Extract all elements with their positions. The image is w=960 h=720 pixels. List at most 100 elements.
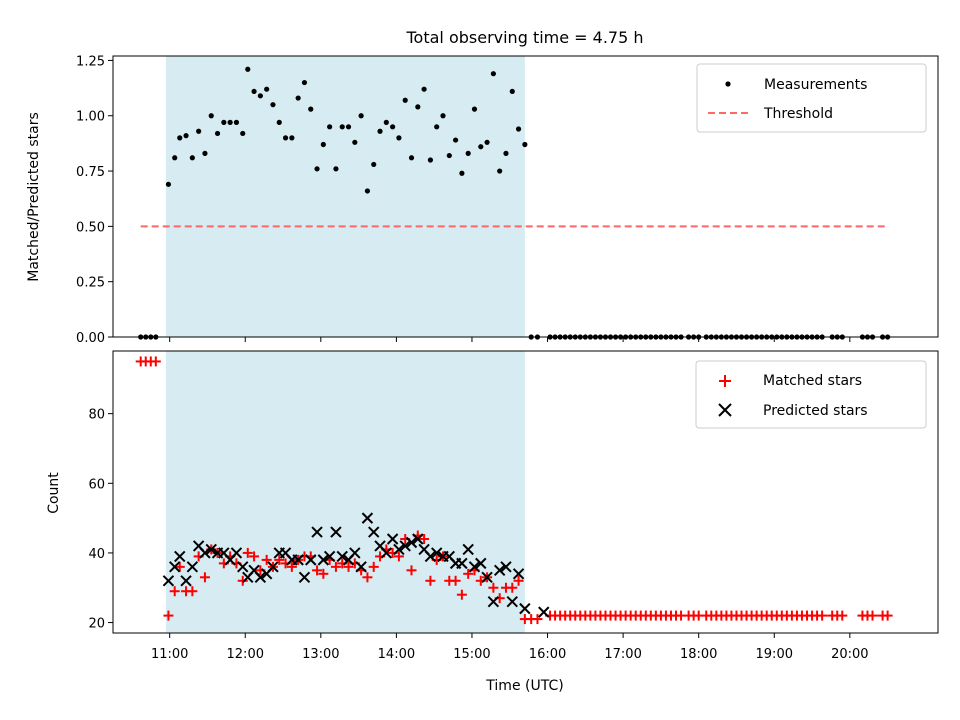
x-tick-label: 16:00 (529, 647, 566, 662)
cross-b (361, 512, 374, 524)
measurement-point (282, 135, 289, 141)
predicted-star-point (336, 550, 348, 563)
measurement-point (289, 135, 295, 141)
matched-star-point (425, 575, 436, 586)
cross-b (336, 550, 348, 563)
y-tick-label: 0.25 (76, 276, 105, 291)
count-y-axis: 20 40 60 80 (88, 408, 113, 632)
cross-b (169, 561, 181, 573)
measurement-point (390, 124, 396, 130)
cross-b (323, 550, 336, 563)
cross-b (267, 561, 279, 573)
measurement-point (434, 124, 440, 130)
measurement-point (396, 135, 402, 141)
cross-b (500, 561, 512, 573)
y-tick-label: 0.00 (76, 331, 105, 346)
cross-b (186, 561, 199, 573)
cross-b (317, 554, 330, 566)
x-tick-label: 19:00 (756, 647, 793, 662)
legend-measurements-label: Measurements (764, 77, 867, 93)
measurement-point (471, 106, 478, 112)
predicted-star-point (405, 536, 418, 549)
cross-b (199, 547, 211, 559)
cross-b (405, 536, 418, 549)
cross-b (393, 543, 405, 556)
measurement-point (352, 139, 358, 145)
predicted-star-point (311, 526, 323, 538)
measurement-point (221, 119, 227, 125)
ratio-y-axis-label: Matched/Predicted stars (26, 112, 42, 282)
cross-b (374, 540, 386, 552)
measurement-point (490, 71, 496, 77)
y-tick-label: 20 (88, 617, 105, 632)
predicted-star-point (500, 561, 512, 573)
y-tick-label: 0.50 (76, 220, 105, 235)
y-tick-label: 40 (88, 547, 105, 562)
cross-b (311, 526, 323, 538)
measurement-point (240, 130, 246, 137)
predicted-star-point (487, 595, 500, 608)
cross-b (349, 547, 361, 559)
x-axis-label: Time (UTC) (485, 678, 563, 694)
measurement-point (345, 124, 352, 130)
cross-b (174, 550, 186, 563)
measurement-point (276, 119, 282, 125)
ratio-legend: Measurements Threshold (696, 63, 927, 133)
measurement-point (465, 150, 471, 156)
predicted-star-point (323, 550, 336, 563)
predicted-star-point (493, 564, 506, 577)
predicted-star-point (386, 533, 399, 545)
predicted-star-point (368, 526, 380, 538)
legend-threshold-label: Threshold (763, 106, 833, 122)
matched-star-point (343, 561, 354, 572)
predicted-stars-series (162, 512, 550, 618)
cross-b (399, 540, 411, 552)
matched-star-point (882, 610, 893, 621)
ratio-panel-shade (165, 56, 525, 337)
predicted-star-point (180, 575, 192, 587)
measurement-point (177, 135, 183, 141)
x-tick-label: 14:00 (378, 647, 415, 662)
predicted-star-point (230, 547, 243, 559)
measurement-point (251, 88, 257, 95)
measurement-point (383, 119, 389, 125)
ratio-panel: 0.00 0.25 0.50 0.75 1.00 1.25 Matched/Predict… (26, 54, 939, 346)
predicted-star-point (174, 550, 186, 563)
measurement-point (301, 79, 308, 86)
predicted-star-point (462, 543, 474, 556)
count-y-axis-label: Count (46, 472, 62, 514)
measurement-point (358, 113, 364, 119)
matched-star-point (174, 561, 185, 572)
predicted-star-point (430, 547, 443, 559)
matched-star-point (513, 575, 524, 586)
cross-b (254, 571, 267, 584)
matched-star-point (150, 356, 161, 367)
cross-b (475, 557, 487, 570)
predicted-star-point (512, 568, 525, 580)
measurement-point (402, 97, 408, 103)
matched-star-point (286, 561, 297, 572)
measurement-point (172, 155, 178, 161)
matched-star-point (261, 554, 272, 565)
y-tick-label: 80 (88, 408, 105, 423)
count-legend: Matched stars Predicted stars (695, 360, 927, 429)
predicted-star-point (330, 526, 342, 538)
measurement-point (245, 66, 251, 72)
matched-star-point (837, 610, 848, 621)
predicted-star-point (481, 571, 493, 584)
matched-star-point (199, 572, 210, 583)
cross-b (462, 543, 474, 556)
predicted-star-point (162, 575, 175, 587)
count-panel-frame (112, 350, 939, 634)
measurement-point (233, 119, 240, 125)
measurement-point (333, 166, 339, 172)
predicted-star-point (305, 554, 317, 566)
predicted-star-point (169, 561, 181, 573)
matched-star-point (817, 610, 828, 621)
x-tick-label: 18:00 (680, 647, 717, 662)
matched-star-point (362, 572, 373, 583)
cross-b (386, 533, 399, 545)
matched-star-point (318, 568, 329, 579)
matched-star-point (169, 586, 180, 597)
